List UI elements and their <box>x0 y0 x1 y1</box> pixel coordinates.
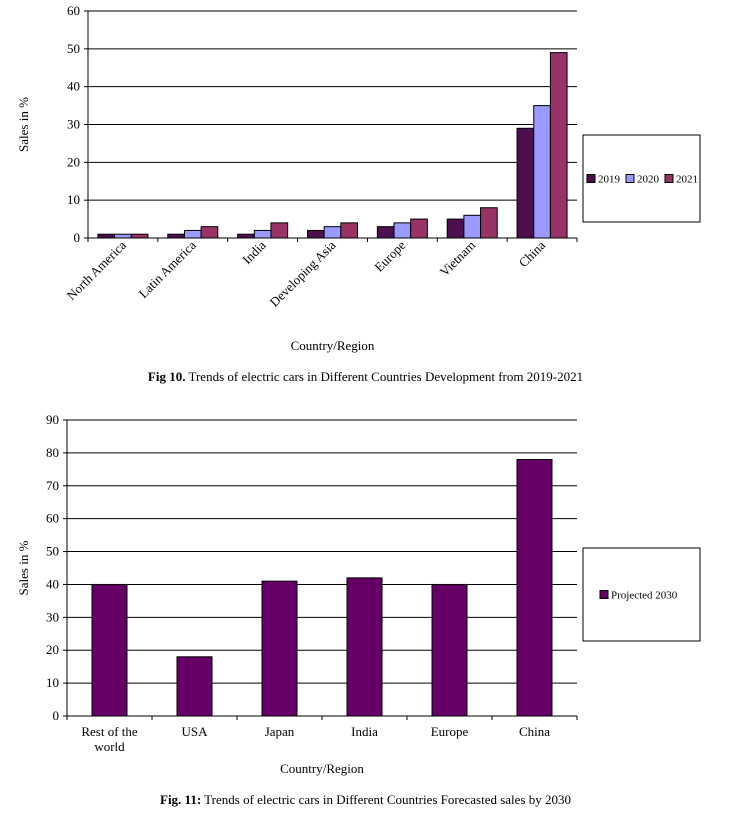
fig10-bar-2020 <box>533 105 551 239</box>
fig11-y-tick-label: 10 <box>46 675 59 690</box>
fig10-bar-2021 <box>549 52 568 239</box>
fig10-legend-label: 2019 <box>598 174 621 186</box>
fig10-y-tick-label: 40 <box>67 79 80 94</box>
fig10-legend-swatch <box>664 174 674 183</box>
fig10-caption: Fig 10. Trends of electric cars in Diffe… <box>0 369 731 385</box>
fig10-legend-swatch <box>625 174 635 183</box>
fig10-x-tick-label: Latin America <box>135 237 199 301</box>
fig11-y-axis-title: Sales in % <box>16 540 31 595</box>
fig10-bar-2019 <box>446 218 465 239</box>
fig10-bar-2020 <box>463 214 482 239</box>
fig11-legend-label: Projected 2030 <box>611 590 678 602</box>
fig11-y-tick-label: 50 <box>46 544 59 559</box>
fig10-x-tick-label: India <box>239 237 269 267</box>
fig11-y-tick-label: 70 <box>46 478 59 493</box>
fig11-bar-projected-2030 <box>516 458 553 717</box>
fig11-bar-projected-2030 <box>261 580 298 717</box>
fig11-x-tick-label: China <box>519 724 550 739</box>
fig10-x-tick-label: Europe <box>371 237 408 274</box>
fig10-bar-2020 <box>183 229 202 239</box>
fig11-caption-text: Trends of electric cars in Different Cou… <box>201 792 571 807</box>
fig11-bar-projected-2030 <box>431 583 468 717</box>
fig10-bar-2019 <box>516 127 535 239</box>
fig10-x-axis-title: Country/Region <box>291 338 375 353</box>
fig11-y-tick-label: 20 <box>46 642 59 657</box>
fig11-y-tick-label: 80 <box>46 445 59 460</box>
fig11-y-tick-label: 40 <box>46 576 59 591</box>
fig10-y-tick-label: 30 <box>67 117 80 132</box>
fig11-caption: Fig. 11: Trends of electric cars in Diff… <box>0 792 731 808</box>
fig10-caption-text: Trends of electric cars in Different Cou… <box>185 369 584 384</box>
fig10-bar-2019 <box>307 229 325 239</box>
fig11-bar-projected-2030 <box>91 583 128 717</box>
fig11-x-axis-title: Country/Region <box>280 761 364 776</box>
fig10-y-tick-label: 20 <box>67 154 80 169</box>
fig10-x-tick-label: Developing Asia <box>266 237 338 309</box>
fig11-y-tick-label: 30 <box>46 609 59 624</box>
fig10-legend-label: 2020 <box>637 174 660 186</box>
fig10-legend-swatch <box>586 174 596 183</box>
fig11-y-tick-label: 0 <box>53 708 60 723</box>
fig11-y-tick-label: 60 <box>46 511 59 526</box>
fig10-x-tick-label: China <box>516 237 549 270</box>
fig10-y-axis-title: Sales in % <box>16 97 31 152</box>
fig10-bar-2021 <box>270 222 289 239</box>
fig10-caption-label: Fig 10. <box>147 369 186 384</box>
fig11-x-tick-label: USA <box>181 724 208 739</box>
fig10-bar-2021 <box>480 207 498 239</box>
fig10-bar-2020 <box>253 229 272 239</box>
fig10-bar-2020 <box>323 226 342 239</box>
fig11-caption-label: Fig. 11: <box>160 792 202 807</box>
fig10-bar-2021 <box>130 233 149 239</box>
fig10-y-tick-label: 60 <box>67 3 80 18</box>
fig11-x-tick-label: Europe <box>431 724 469 739</box>
fig10-x-tick-label: North America <box>64 237 130 303</box>
fig10-x-tick-label: Vietnam <box>437 238 479 280</box>
fig10-bar-2020 <box>114 233 132 239</box>
fig10-bar-2019 <box>97 233 116 239</box>
fig10-bar-2021 <box>340 222 359 239</box>
fig10-y-tick-label: 10 <box>67 192 80 207</box>
fig10-y-tick-label: 50 <box>67 41 80 56</box>
fig10-legend-label: 2021 <box>676 174 698 186</box>
fig10-bar-2020 <box>393 222 412 239</box>
fig11-x-tick-label: Rest of the <box>81 724 138 739</box>
fig10-bar-2021 <box>200 226 219 239</box>
fig11-y-tick-label: 90 <box>46 412 59 427</box>
fig11-x-tick-label: Japan <box>265 724 295 739</box>
fig10-bar-2019 <box>376 226 395 239</box>
fig10-bar-2021 <box>410 218 428 239</box>
fig11-x-tick-label: India <box>351 724 378 739</box>
fig11-x-tick-label: world <box>94 739 125 754</box>
fig10-y-tick-label: 0 <box>74 230 81 245</box>
fig11-bar-projected-2030 <box>346 577 383 717</box>
fig10-legend-box <box>582 134 701 223</box>
fig10-bar-2019 <box>237 233 255 239</box>
fig10-bar-2019 <box>167 233 185 239</box>
fig11-bar-projected-2030 <box>176 656 213 717</box>
fig11-legend-swatch <box>599 590 609 599</box>
